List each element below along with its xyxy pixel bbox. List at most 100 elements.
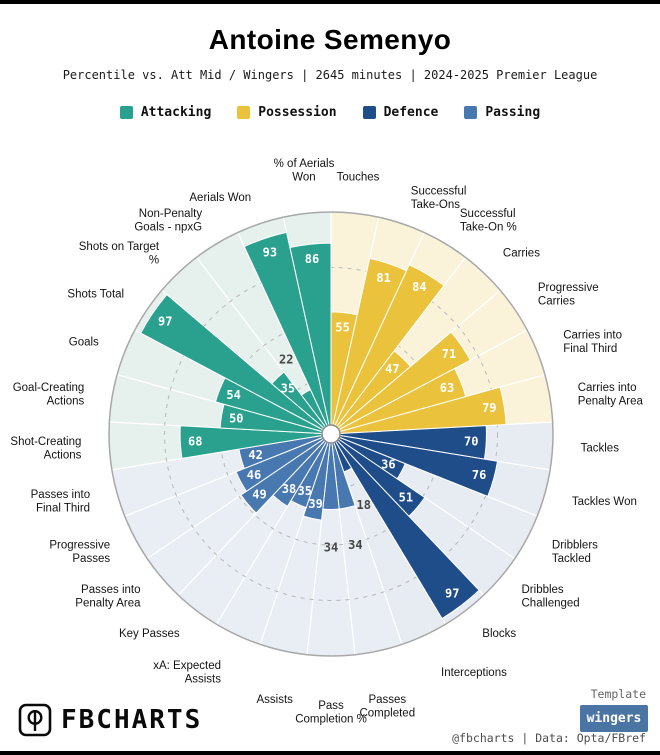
label-aerials-won: Aerials Won xyxy=(189,192,251,204)
template-label: Template xyxy=(590,687,646,701)
wedge-progressive xyxy=(235,433,332,492)
legend-label: Defence xyxy=(383,105,439,120)
label-passes-into: Passes into Penalty Area xyxy=(75,584,141,610)
legend: Attacking Possession Defence Passing xyxy=(0,105,660,120)
value-passes-into: 49 xyxy=(252,488,266,502)
value-successful: 81 xyxy=(376,271,390,285)
wedge-shots-total xyxy=(140,293,332,435)
label-carries: Carries xyxy=(503,248,540,260)
label-progressive: Progressive Carries xyxy=(538,282,599,308)
label-xa-expected: xA: Expected Assists xyxy=(153,660,221,686)
value-goals: 54 xyxy=(226,388,240,402)
label-shots-on-target: Shots on Target% xyxy=(79,241,160,266)
label-pass: Pass Completion % xyxy=(295,700,367,726)
brand: FBCHARTS xyxy=(18,702,202,738)
wedge-successful xyxy=(330,264,445,435)
label-assists: Assists xyxy=(256,694,293,706)
wedge-of-aerials xyxy=(289,242,332,435)
value-blocks: 97 xyxy=(445,587,459,601)
value-touches: 55 xyxy=(335,321,349,335)
wedge-aerials-won xyxy=(243,231,332,435)
template-badge[interactable]: wingers xyxy=(580,705,648,732)
label-tackles-won: Tackles Won xyxy=(572,496,637,508)
legend-item-attacking: Attacking xyxy=(119,105,212,120)
wedge-blocks xyxy=(330,433,480,620)
bg-sector xyxy=(196,232,331,434)
value-key-passes: 38 xyxy=(282,482,296,496)
label-blocks: Blocks xyxy=(482,628,516,640)
label-touches: Touches xyxy=(337,172,380,184)
legend-label: Attacking xyxy=(140,105,212,120)
outer-ring xyxy=(108,211,554,657)
value-passes-into: 42 xyxy=(248,448,262,462)
value-aerials-won: 93 xyxy=(263,246,277,260)
label-shots-total: Shots Total xyxy=(67,289,124,301)
value-passes: 34 xyxy=(348,538,362,552)
legend-item-passing: Passing xyxy=(464,105,540,120)
label-goals: Goals xyxy=(69,337,99,349)
value-successful: 84 xyxy=(412,280,426,294)
legend-swatch-icon xyxy=(237,106,251,119)
value-assists: 39 xyxy=(308,497,322,511)
value-carries: 47 xyxy=(385,362,399,376)
value-carries-into: 63 xyxy=(440,381,454,395)
label-dribbles: Dribbles Challenged xyxy=(522,584,580,610)
value-progressive: 71 xyxy=(442,347,456,361)
brand-wordmark: FBCHARTS xyxy=(61,705,203,735)
wedge-progressive xyxy=(330,331,471,435)
label-tackles: Tackles xyxy=(581,443,620,455)
wedge-tackles-won xyxy=(330,433,499,498)
value-tackles-won: 76 xyxy=(472,468,486,482)
label-passes-into: Passes into Final Third xyxy=(31,489,90,514)
nums-layer: 5581844771637970763651971834343935384946… xyxy=(158,246,497,601)
label-successful: Successful Take-Ons xyxy=(411,185,467,211)
label-carries-into: Carries into Final Third xyxy=(563,330,622,356)
label-dribblers: Dribblers Tackled xyxy=(552,539,598,565)
pizza-chart: 5581844771637970763651971834343935384946… xyxy=(10,158,643,726)
label-passes: Passes Completed xyxy=(359,694,415,720)
value-shots-total: 97 xyxy=(158,315,172,329)
wedge-shots-on-target xyxy=(271,371,332,435)
value-shot-creating: 68 xyxy=(188,434,202,448)
label-goal-creating: Goal-Creating Actions xyxy=(13,382,85,408)
value-pass: 34 xyxy=(324,541,338,555)
wedge-carries-into xyxy=(330,386,507,435)
legend-label: Passing xyxy=(485,105,541,120)
label-interceptions: Interceptions xyxy=(441,667,507,679)
wedge-passes-into xyxy=(240,433,332,514)
value-non-penalty: 22 xyxy=(279,353,293,367)
value-shots-on-target: 35 xyxy=(281,382,295,396)
label-progressive: Progressive Passes xyxy=(49,539,110,565)
label-shot-creating: Shot-Creating Actions xyxy=(10,436,81,462)
value-dribblers: 36 xyxy=(381,457,395,471)
label-non-penalty: Non-Penalty Goals - npxG xyxy=(134,208,202,234)
label-carries-into: Carries into Penalty Area xyxy=(578,382,644,408)
legend-label: Possession xyxy=(258,105,337,120)
value-xa-expected: 35 xyxy=(297,484,311,498)
legend-item-defence: Defence xyxy=(362,105,439,120)
bg-sector xyxy=(331,434,446,645)
credit-line: @fbcharts | Data: Opta/FBref xyxy=(452,731,646,745)
legend-swatch-icon xyxy=(362,106,376,119)
legend-item-possession: Possession xyxy=(237,105,337,120)
center-dot xyxy=(321,424,341,444)
value-goal-creating: 50 xyxy=(229,412,243,426)
value-progressive: 46 xyxy=(247,468,261,482)
legend-swatch-icon xyxy=(119,106,133,119)
player-name-title: Antoine Semenyo xyxy=(208,24,452,55)
value-interceptions: 18 xyxy=(356,498,370,512)
wedge-shot-creating xyxy=(179,425,332,459)
label-of-aerials: % of Aerials Won xyxy=(274,158,335,184)
chart-subtitle: Percentile vs. Att Mid / Wingers | 2645 … xyxy=(62,68,598,82)
value-of-aerials: 86 xyxy=(305,252,319,266)
label-successful: Successful Take-On % xyxy=(460,208,517,234)
label-key-passes: Key Passes xyxy=(119,628,180,640)
legend-swatch-icon xyxy=(464,106,478,119)
value-carries-into: 79 xyxy=(482,401,496,415)
value-tackles: 70 xyxy=(464,435,478,449)
value-dribbles: 51 xyxy=(399,491,413,505)
fbcharts-logo-icon xyxy=(18,703,52,737)
center-layer xyxy=(321,424,341,444)
